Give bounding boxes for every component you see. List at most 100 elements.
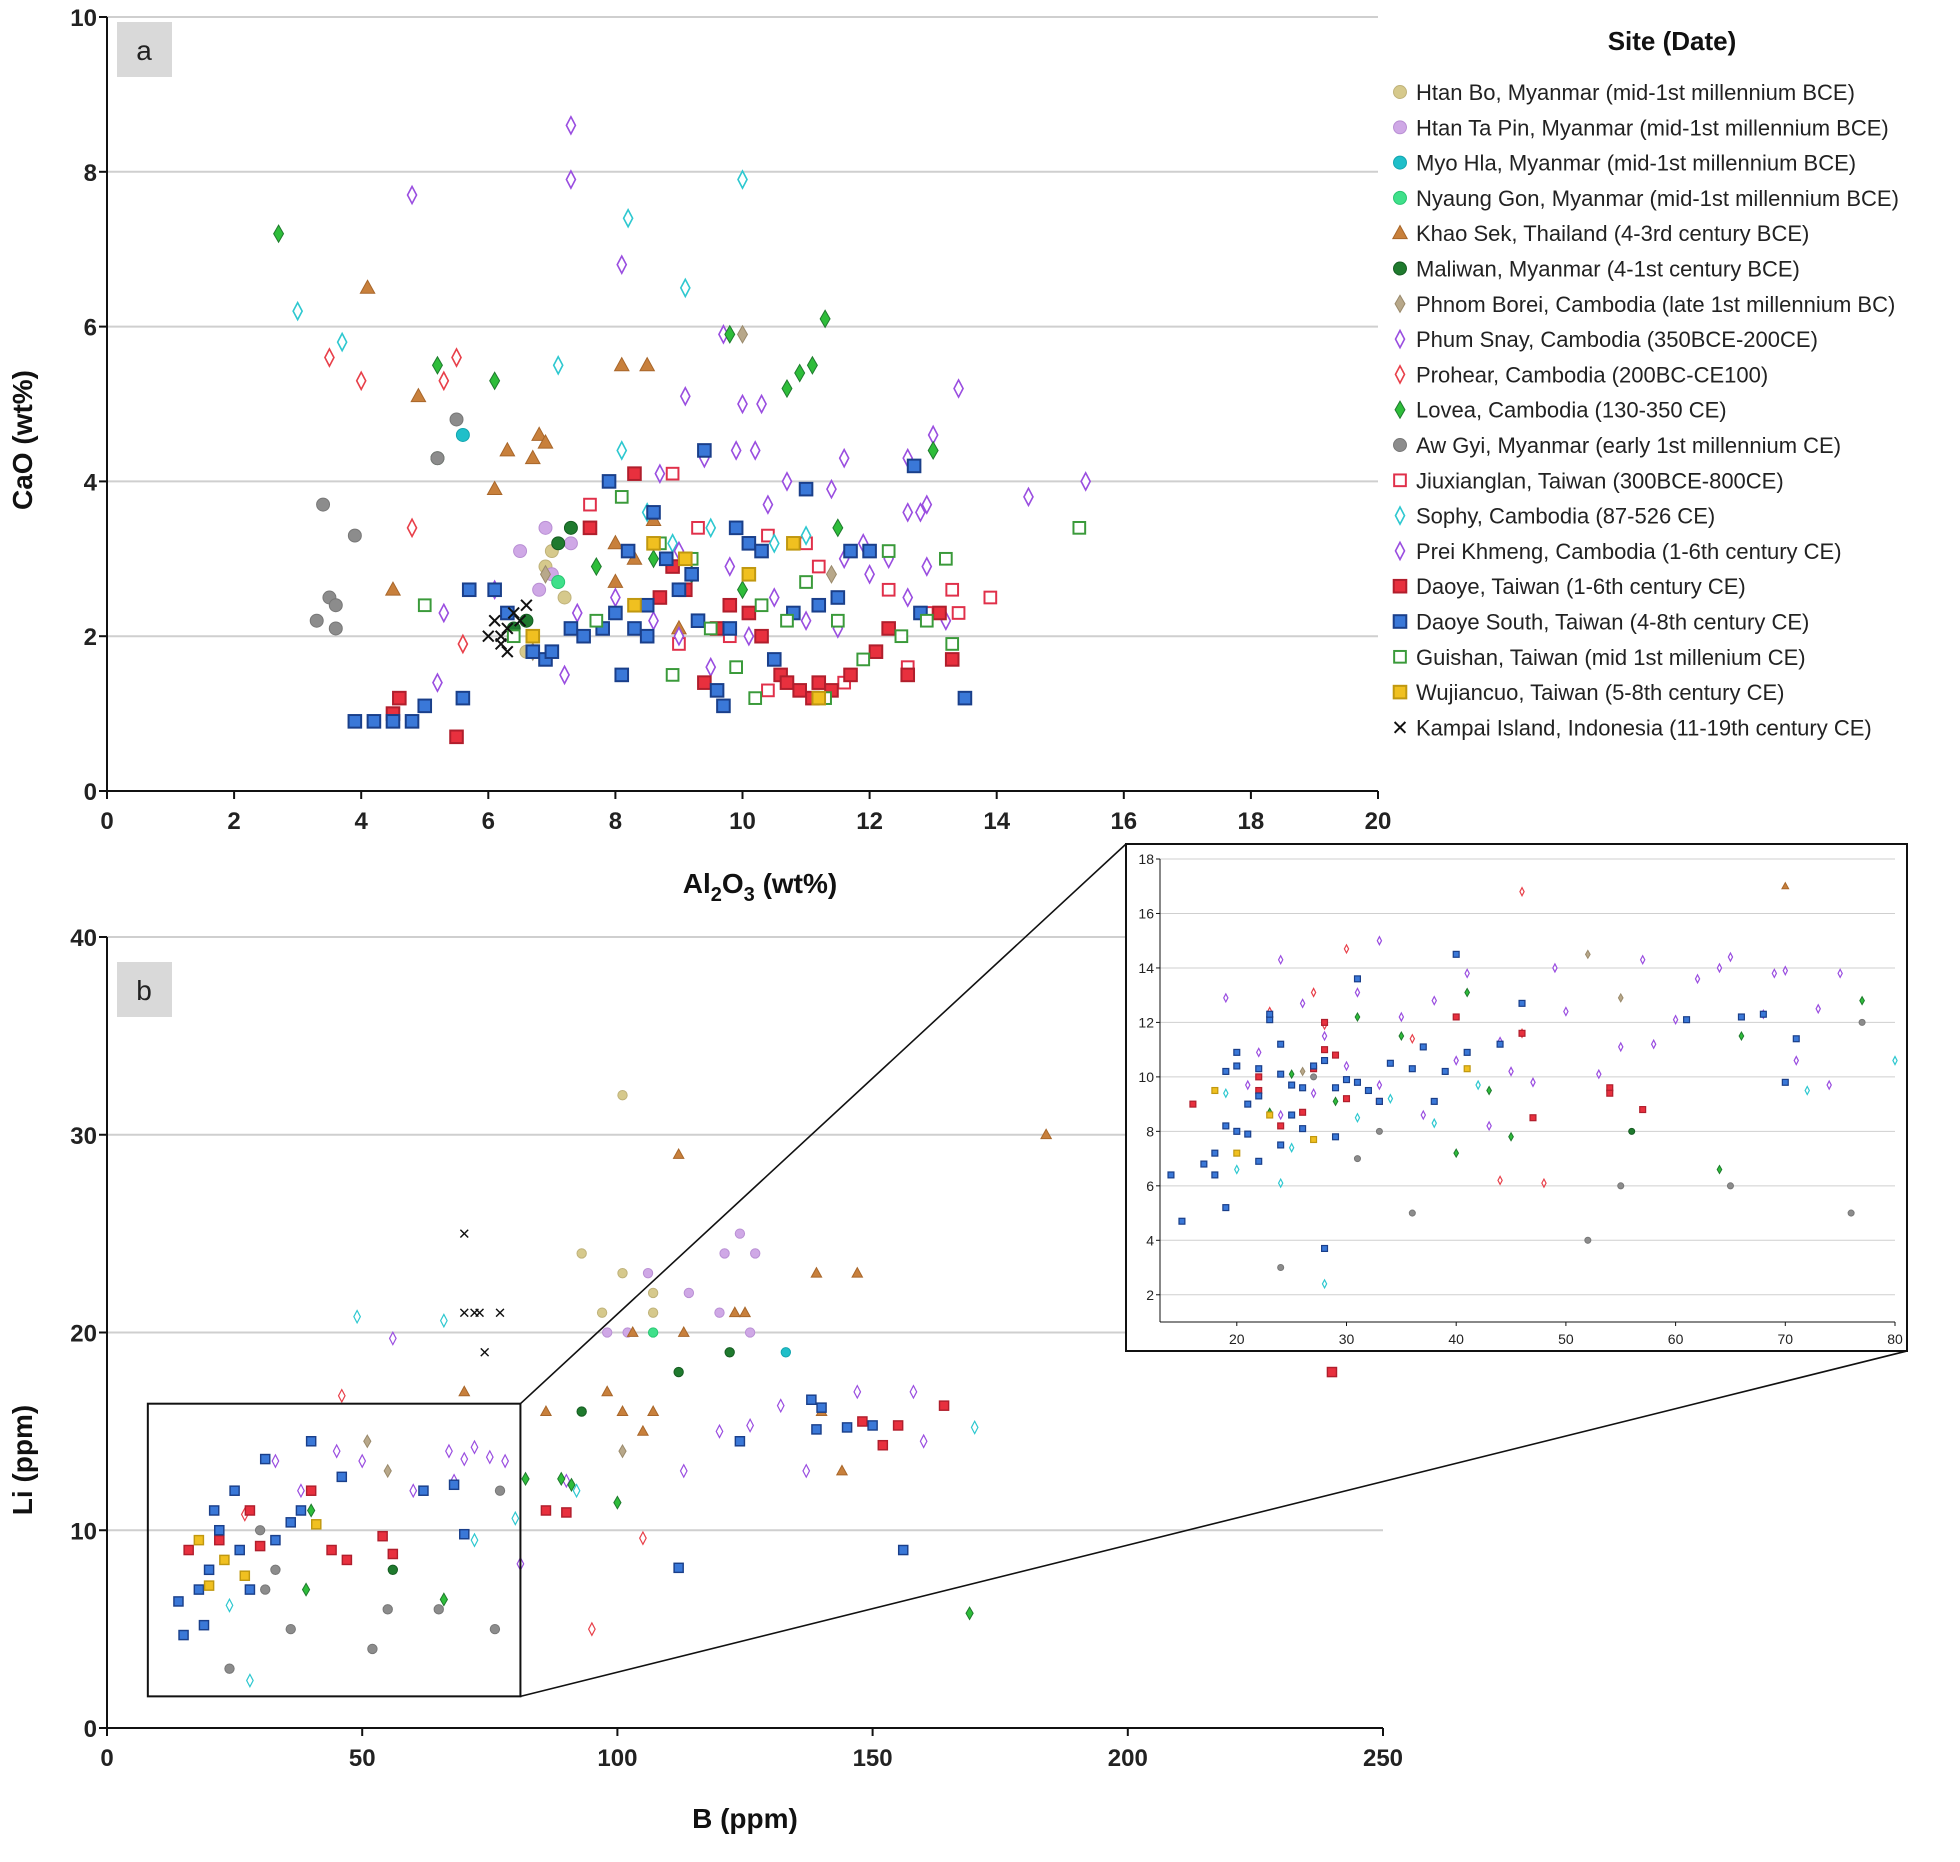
awgyi-point (347, 528, 362, 543)
phumsnay-point (406, 184, 418, 206)
awgyi-point (494, 1485, 506, 1496)
guishan-point (799, 575, 813, 589)
daoyesouth-point (1244, 1130, 1252, 1138)
ytick-label: 4 (1146, 1232, 1154, 1248)
phnomborei-point (1584, 949, 1591, 960)
maliwan-point (563, 520, 578, 535)
lovea-point (806, 355, 818, 375)
daoyesouth-point (1759, 1010, 1767, 1018)
phumsnay-point (565, 169, 577, 190)
sophy-point (1804, 1085, 1811, 1096)
daoye-point (944, 652, 960, 667)
daoye-point (741, 605, 757, 621)
awgyi-point (433, 1604, 444, 1615)
wujiancuo-point (627, 597, 642, 613)
khaosek-point (410, 387, 427, 403)
preikhmeng-point (1486, 1120, 1492, 1132)
daoyesouth-point (1178, 1217, 1186, 1225)
daoyesouth-point (305, 1435, 317, 1447)
daoye-point (892, 1420, 904, 1431)
khaosek-point (851, 1266, 864, 1278)
awgyi-point (382, 1604, 393, 1615)
prohear-point (1343, 943, 1350, 955)
khaosek-point (607, 534, 624, 550)
sophy-point (1277, 1177, 1284, 1189)
daoye-point (1331, 1051, 1340, 1059)
preikhmeng-point (1453, 1055, 1459, 1066)
htantapin-point (513, 544, 528, 559)
awgyi-point (224, 1663, 235, 1674)
myohla-point (780, 1347, 792, 1358)
ytick-label: 8 (1146, 1123, 1154, 1139)
lovea-point (1738, 1031, 1745, 1042)
guishan-point (856, 652, 871, 667)
htanbo-point (576, 1248, 587, 1259)
daoyesouth-point (1244, 1100, 1252, 1108)
daoye-point (1606, 1089, 1614, 1097)
legend-label: Guishan, Taiwan (mid 1st millenium CE) (1416, 645, 1806, 670)
xtick-label: 50 (349, 1745, 376, 1772)
sophy-point (1321, 1278, 1328, 1290)
lovea-point (1354, 1011, 1361, 1022)
daoye-point (377, 1530, 388, 1542)
awgyi-point (309, 613, 324, 628)
xtick-label: 30 (1339, 1331, 1355, 1347)
panel-b-xlabel: B (ppm) (692, 1803, 798, 1834)
legend-marker-lovea (1394, 400, 1406, 420)
awgyi-point (254, 1525, 266, 1536)
zoom-rectangle (146, 1402, 522, 1698)
htantapin-point (602, 1327, 613, 1338)
prohear-point (406, 517, 418, 539)
legend-label: Lovea, Cambodia (130-350 CE) (1416, 398, 1727, 423)
daoye-point (387, 1548, 399, 1560)
lovea-point (439, 1592, 449, 1607)
legend-label: Aw Gyi, Myanmar (early 1st millennium CE… (1416, 433, 1841, 458)
lovea-point (648, 549, 660, 569)
preikhmeng-point (1255, 1047, 1262, 1058)
daoyesouth-point (1299, 1125, 1307, 1133)
khaosek-point (601, 1385, 614, 1397)
preikhmeng-point (724, 556, 736, 577)
jiuxianglan-point (945, 582, 960, 597)
sophy-point (245, 1673, 254, 1689)
xtick-label: 200 (1108, 1745, 1148, 1772)
panel-a-points (273, 115, 1092, 745)
preikhmeng-point (673, 625, 685, 647)
khaosek-point (647, 1405, 660, 1416)
lovea-point (590, 556, 602, 577)
htantapin-point (734, 1228, 746, 1239)
legend-entry-myohla: Myo Hla, Myanmar (mid-1st millennium BCE… (1393, 151, 1856, 176)
preikhmeng-point (559, 664, 570, 686)
daoye-point (1326, 1366, 1338, 1378)
prohear-point (1519, 886, 1525, 897)
daoyesouth-point (500, 605, 515, 621)
wujiancuo-point (193, 1534, 205, 1546)
awgyi-point (1353, 1155, 1361, 1163)
xtick-label: 4 (355, 808, 369, 835)
daoye-point (1321, 1046, 1329, 1054)
awgyi-point (328, 621, 343, 636)
preikhmeng-point (921, 494, 933, 515)
daoyesouth-point (614, 667, 630, 683)
preikhmeng-point (768, 587, 780, 608)
prohear-point (1541, 1177, 1547, 1189)
htanbo-point (557, 590, 572, 605)
guishan-point (729, 660, 743, 674)
legend-marker-guishan (1393, 649, 1407, 664)
guishan-point (589, 613, 604, 628)
xtick-label: 8 (609, 808, 622, 835)
legend-label: Kampai Island, Indonesia (11-19th centur… (1416, 715, 1872, 740)
wujiancuo-point (811, 690, 827, 706)
kampai-point (501, 645, 514, 658)
xtick-label: 50 (1558, 1331, 1574, 1347)
xtick-label: 16 (1110, 808, 1137, 835)
daoyesouth-point (461, 582, 477, 598)
khaosek-point (677, 1325, 690, 1337)
wujiancuo-point (1266, 1111, 1274, 1119)
guishan-point (894, 629, 909, 644)
daoyesouth-point (1233, 1048, 1241, 1056)
daoye-point (697, 675, 712, 690)
sophy-point (336, 331, 348, 353)
ytick-label: 30 (70, 1123, 97, 1150)
legend-entry-daoye: Daoye, Taiwan (1-6th century CE) (1392, 574, 1746, 599)
